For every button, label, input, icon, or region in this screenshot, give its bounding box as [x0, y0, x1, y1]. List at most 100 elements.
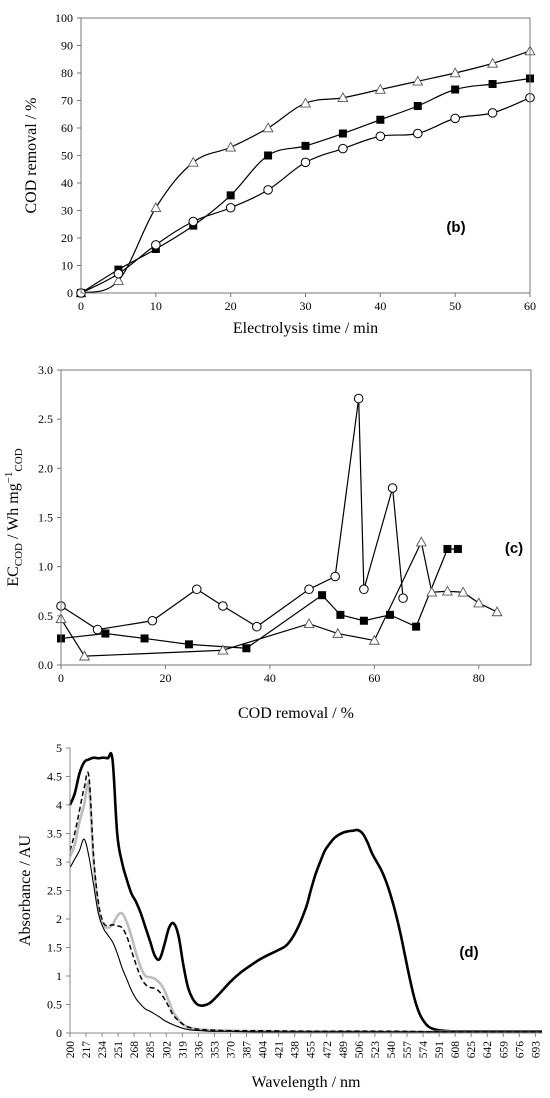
y-tick-label: 0 [67, 286, 73, 300]
x-tick-label: 0 [58, 671, 64, 685]
y-tick-label: 20 [61, 231, 73, 245]
data-point [150, 202, 162, 213]
data-point [375, 131, 386, 142]
y-tick-label: 0.0 [38, 658, 53, 672]
data-point [188, 216, 199, 227]
x-tick-label: 472 [322, 1041, 334, 1059]
data-point [338, 129, 347, 138]
series-1 [75, 45, 536, 298]
y-tick-label: 0.5 [47, 998, 62, 1012]
chart-b: 0 10 20 30 40 50 60 0 10 20 30 40 50 60 70 80 90 100 Elec… [23, 11, 536, 337]
chart-b-series-group [75, 45, 536, 298]
data-point [101, 629, 110, 638]
chart-c-x-axis-label: COD removal / % [238, 705, 354, 722]
x-tick-label: 625 [466, 1041, 478, 1059]
x-tick-label: 40 [264, 671, 276, 685]
data-point [353, 393, 364, 404]
y-tick-label: 2 [56, 912, 62, 926]
x-tick-label: 217 [81, 1041, 93, 1059]
data-point [415, 536, 427, 547]
data-point [426, 586, 438, 597]
x-tick-label: 268 [129, 1041, 141, 1059]
data-point [368, 634, 380, 645]
chart-c-ylabel-sub: COD [13, 543, 25, 566]
data-point [412, 128, 423, 139]
data-point [263, 185, 273, 195]
y-tick-label: 10 [61, 259, 73, 273]
data-point [374, 83, 386, 94]
x-tick-label: 557 [402, 1041, 414, 1059]
chart-b-tick-labels: 0 10 20 30 40 50 60 0 10 20 30 40 50 60 70 80 90 100 [55, 11, 536, 313]
data-point [412, 622, 421, 631]
data-point [264, 151, 273, 160]
data-point [487, 57, 499, 68]
x-tick-label: 608 [450, 1041, 462, 1059]
chart-d-tick-labels: 200 217 234 251 268 285 302 319 336 353 370 387 404 4… [47, 741, 542, 1058]
y-tick-label: 2.5 [47, 884, 62, 898]
x-tick-label: 20 [225, 299, 237, 313]
x-tick-label: 0 [78, 299, 84, 313]
chart-c-ylabel-sub2: COD [13, 448, 25, 471]
data-point [218, 601, 228, 611]
data-point [376, 115, 385, 124]
data-point [387, 483, 398, 493]
data-point [187, 156, 199, 167]
x-tick-label: 60 [368, 671, 380, 685]
data-point [299, 97, 312, 108]
y-tick-label: 100 [55, 11, 73, 25]
data-point [337, 92, 349, 103]
chart-c: 0 20 40 60 80 0.0 0.5 1.0 1.5 2.0 2.5 3.0 COD remov… [3, 363, 532, 722]
spectrum-line-1 [68, 751, 542, 1033]
x-tick-label: 574 [418, 1041, 430, 1059]
data-point [443, 544, 452, 553]
x-tick-label: 60 [524, 299, 536, 313]
data-point [450, 113, 460, 124]
data-point [332, 627, 344, 638]
data-point [453, 544, 462, 553]
data-point [488, 80, 497, 88]
series-1 [56, 393, 408, 635]
x-tick-label: 540 [386, 1041, 398, 1059]
data-point [330, 571, 340, 582]
data-point [336, 610, 345, 619]
chart-c-tick-labels: 0 20 40 60 80 0.0 0.5 1.0 1.5 2.0 2.5 3.0 [38, 363, 485, 685]
data-point [413, 102, 422, 110]
chart-c-ylabel-sup: −1 [3, 472, 15, 484]
x-tick-label: 421 [274, 1041, 286, 1059]
y-tick-label: 2.0 [38, 461, 53, 475]
data-point [112, 274, 124, 285]
series-line [80, 77, 531, 294]
y-tick-label: 3.0 [38, 363, 53, 377]
x-tick-label: 404 [258, 1041, 270, 1059]
chart-c-series-group [55, 393, 503, 661]
data-point [359, 584, 369, 595]
x-tick-label: 353 [209, 1041, 221, 1059]
chart-b-x-axis-label: Electrolysis time / min [233, 320, 378, 337]
x-tick-label: 200 [65, 1041, 77, 1059]
y-tick-label: 3.5 [47, 827, 62, 841]
series-3 [76, 92, 535, 298]
y-tick-label: 50 [61, 149, 73, 163]
y-tick-label: 70 [61, 94, 73, 108]
data-point [217, 644, 229, 655]
data-point [151, 240, 161, 250]
spectrum-line-4 [69, 838, 542, 1033]
chart-c-ylabel-mid: / Wh mg [5, 483, 22, 543]
y-tick-label: 1.5 [47, 941, 62, 955]
x-tick-label: 659 [498, 1041, 510, 1059]
chart-d: 200 217 234 251 268 285 302 319 336 353 370 387 404 4… [17, 741, 542, 1091]
y-tick-label: 4.5 [47, 770, 62, 784]
y-tick-label: 0.5 [38, 609, 53, 623]
series-line [60, 398, 404, 631]
data-point [441, 585, 454, 596]
spectrum-line-3 [69, 771, 543, 1033]
data-point [412, 75, 424, 86]
data-point [386, 610, 394, 619]
x-tick-label: 30 [300, 299, 312, 313]
y-tick-label: 60 [61, 121, 73, 135]
data-point [191, 584, 202, 595]
data-point [398, 593, 408, 603]
data-point [78, 650, 91, 661]
x-tick-label: 438 [290, 1041, 302, 1059]
y-tick-label: 2.5 [38, 412, 53, 426]
